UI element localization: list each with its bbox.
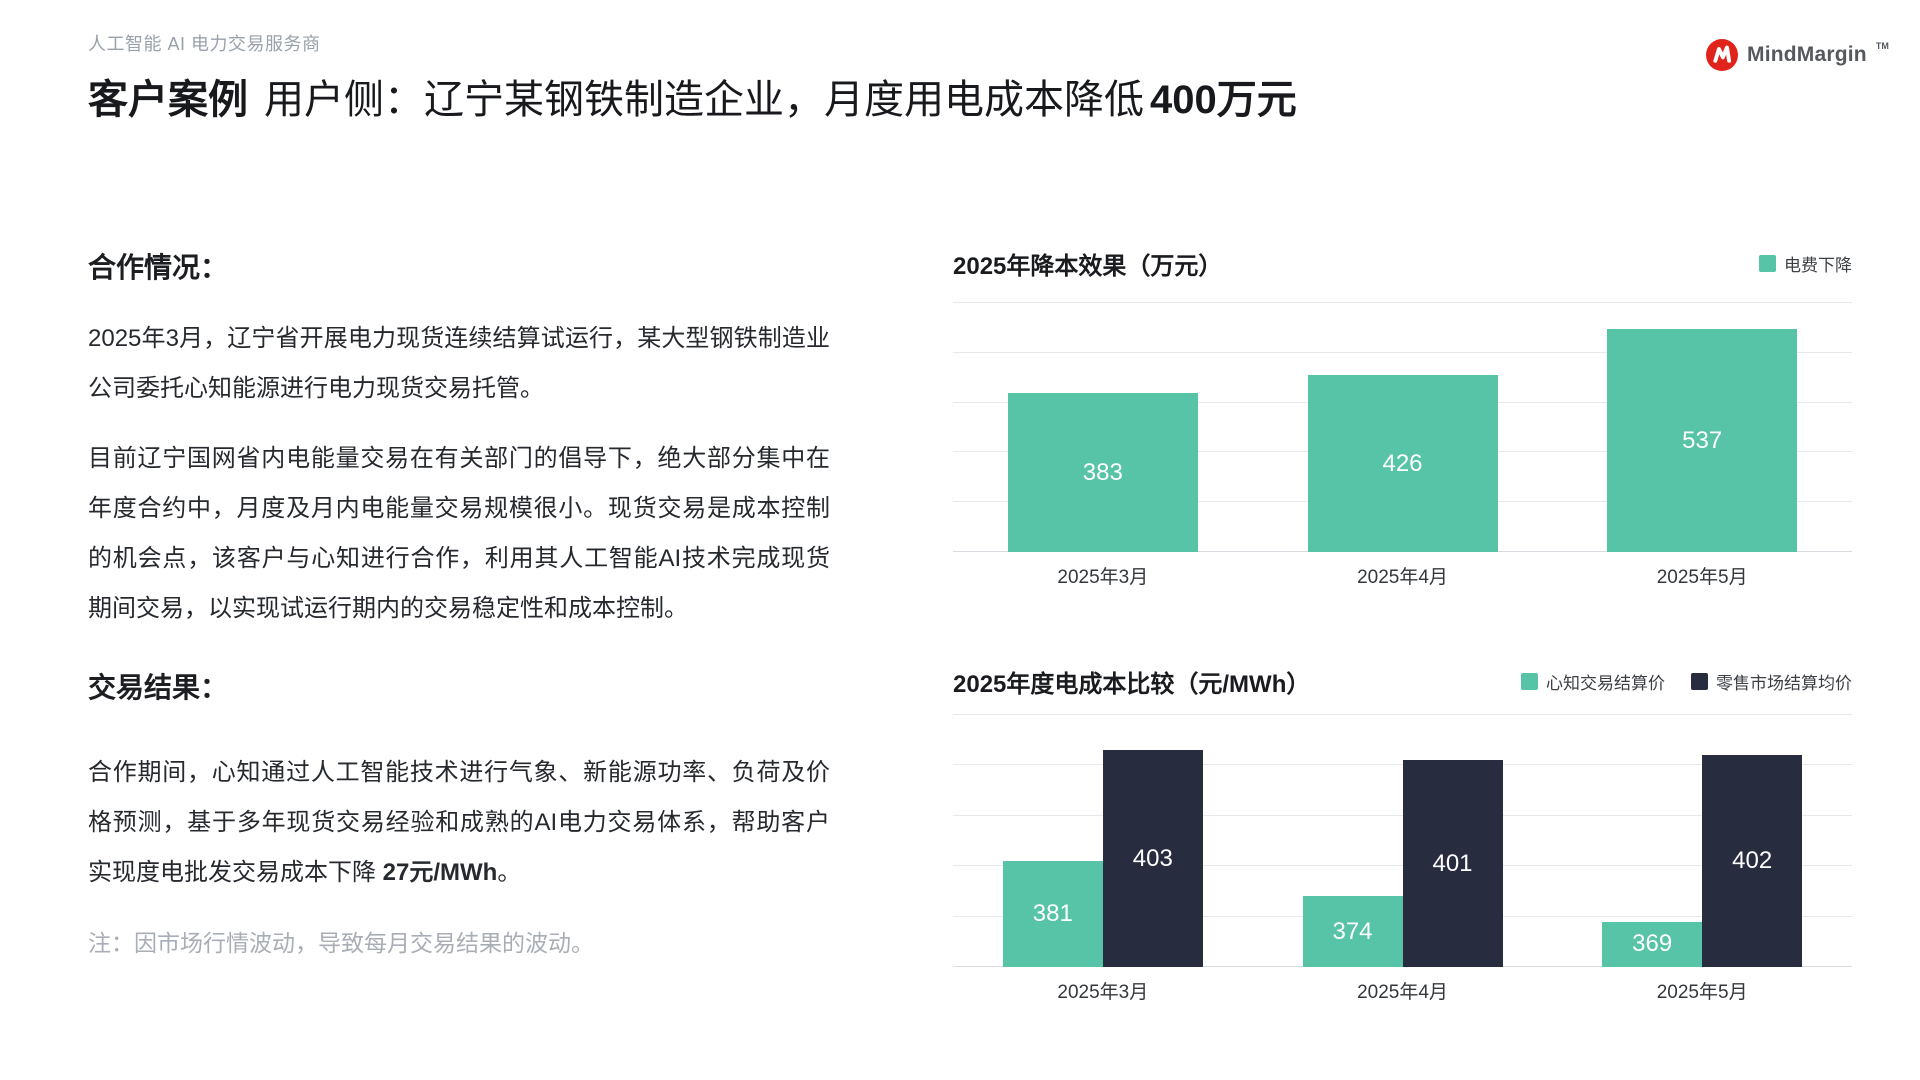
legend-label: 心知交易结算价 <box>1546 673 1665 693</box>
brand-name: MindMargin <box>1747 43 1867 66</box>
brand-mark-icon <box>1706 39 1738 71</box>
bar: 426 <box>1307 375 1498 552</box>
title-highlight: 400万元 <box>1150 78 1297 122</box>
legend-label: 电费下降 <box>1784 255 1852 275</box>
cooperation-paragraph-2: 目前辽宁国网省内电能量交易在有关部门的倡导下，绝大部分集中在年度合约中，月度及月… <box>88 445 830 622</box>
chart-2-header: 2025年度电成本比较（元/MWh） 心知交易结算价 零售市场结算均价 <box>953 660 1852 702</box>
x-axis-label: 2025年4月 <box>1357 567 1448 588</box>
chart-2-x-axis: 2025年3月 2025年4月 2025年5月 <box>953 977 1852 1003</box>
bar: 383 <box>1007 393 1198 552</box>
bar: 374 <box>1302 896 1403 967</box>
x-axis-label: 2025年5月 <box>1656 567 1748 588</box>
chart-2-legend: 心知交易结算价 零售市场结算均价 <box>1521 669 1852 694</box>
legend-label: 零售市场结算均价 <box>1716 673 1852 693</box>
bar: 401 <box>1402 760 1503 967</box>
bar: 402 <box>1702 755 1803 967</box>
legend-item: 电费下降 <box>1759 251 1852 276</box>
bar-chart-cost-reduction: 383 426 537 <box>953 302 1852 552</box>
gridline <box>953 351 1852 353</box>
cooperation-paragraph-1: 2025年3月，辽宁省开展电力现货连续结算试运行，某大型钢铁制造业公司委托心知能… <box>88 325 830 402</box>
x-axis-label: 2025年4月 <box>1357 982 1448 1003</box>
gridline <box>953 302 1852 303</box>
page-title: 客户案例 用户侧：辽宁某钢铁制造企业，月度用电成本降低 400万元 <box>88 76 1297 124</box>
case-description: 合作情况： 2025年3月，辽宁省开展电力现货连续结算试运行，某大型钢铁制造业公… <box>88 250 830 960</box>
legend-swatch <box>1759 254 1776 272</box>
legend-item: 心知交易结算价 <box>1521 669 1665 694</box>
result-text: 合作期间，心知通过人工智能技术进行气象、新能源功率、负荷及价格预测，基于多年现货… <box>88 759 830 886</box>
result-text-end: 。 <box>497 859 522 886</box>
chart-1-x-axis: 2025年3月 2025年4月 2025年5月 <box>953 562 1852 588</box>
bar: 403 <box>1102 750 1203 967</box>
bar: 381 <box>1002 861 1103 967</box>
charts-panel: 2025年降本效果（万元） 电费下降 383 426 537 2025年3月 2025… <box>953 0 1852 1080</box>
chart-1-legend: 电费下降 <box>1759 251 1852 276</box>
chart-1-header: 2025年降本效果（万元） 电费下降 <box>953 242 1852 284</box>
brand-trademark: TM <box>1875 41 1889 51</box>
section-heading-result: 交易结果： <box>88 672 229 703</box>
chart-2-title: 2025年度电成本比较（元/MWh） <box>953 670 1311 698</box>
brand-logo: MindMargin TM <box>1706 38 1889 72</box>
chart-1-title: 2025年降本效果（万元） <box>953 252 1223 280</box>
legend-swatch <box>1521 672 1538 690</box>
title-lead: 客户案例 <box>88 78 248 122</box>
result-paragraph: 合作期间，心知通过人工智能技术进行气象、新能源功率、负荷及价格预测，基于多年现货… <box>88 748 830 898</box>
legend-swatch <box>1691 672 1708 690</box>
title-main: 用户侧：辽宁某钢铁制造企业，月度用电成本降低 <box>264 78 1144 122</box>
legend-item: 零售市场结算均价 <box>1691 669 1852 694</box>
footnote: 注：因市场行情波动，导致每月交易结果的波动。 <box>88 930 594 956</box>
section-heading-cooperation: 合作情况： <box>88 252 229 283</box>
gridline <box>953 714 1852 715</box>
bar-chart-price-comparison: 381 403 374 401 369 402 <box>953 714 1852 967</box>
x-axis-label: 2025年5月 <box>1656 982 1748 1003</box>
bar: 369 <box>1602 921 1703 967</box>
header-tagline: 人工智能 AI 电力交易服务商 <box>88 34 321 54</box>
result-highlight: 27元/MWh <box>382 859 498 886</box>
bar: 537 <box>1607 329 1798 552</box>
x-axis-label: 2025年3月 <box>1057 982 1149 1003</box>
x-axis-label: 2025年3月 <box>1057 567 1149 588</box>
